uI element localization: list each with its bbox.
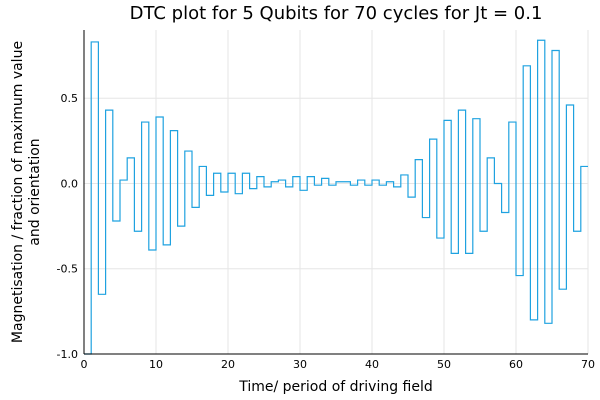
x-tick-label: 0 [81, 358, 88, 371]
axes [83, 30, 588, 355]
y-axis-label-line-2: and orientation [27, 138, 43, 245]
series-step-line [84, 39, 588, 355]
y-tick-label: -0.5 [57, 263, 78, 276]
tick-labels: 0 10 20 30 40 50 60 70 -1.0 -0.5 0.0 0.5 [57, 92, 595, 371]
series-layer [84, 39, 588, 355]
x-tick-label: 10 [149, 358, 163, 371]
y-axis-label-line-1: Magnetisation / fraction of maximum valu… [10, 41, 26, 343]
y-tick-label: 0.0 [61, 177, 79, 190]
y-tick-label: 0.5 [61, 92, 79, 105]
y-tick-label: -1.0 [57, 348, 78, 361]
x-tick-label: 60 [509, 358, 523, 371]
x-tick-label: 40 [365, 358, 379, 371]
x-tick-label: 70 [581, 358, 595, 371]
grid-lines [83, 30, 589, 355]
chart-title: DTC plot for 5 Qubits for 70 cycles for … [130, 3, 543, 24]
x-tick-label: 50 [437, 358, 451, 371]
x-tick-label: 30 [293, 358, 307, 371]
x-tick-label: 20 [221, 358, 235, 371]
x-axis-label: Time/ period of driving field [238, 379, 433, 395]
